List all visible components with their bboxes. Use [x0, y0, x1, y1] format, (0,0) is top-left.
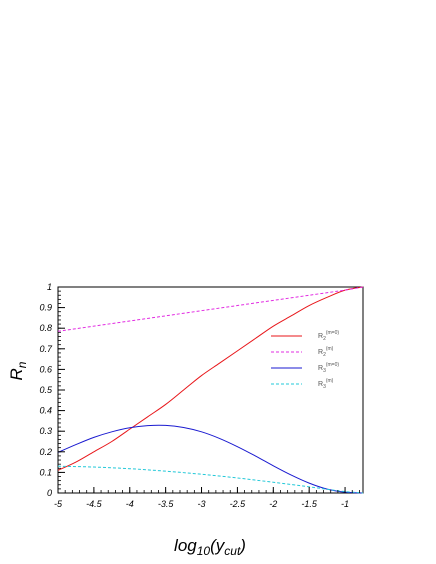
- y-tick-label: 0.4: [39, 406, 52, 416]
- tick-layer: -5 -4.5 -4 -3.5 -3 -2.5 -2 -1.5 -1 0 0.1 0.2 0.3 0.4 0…: [39, 282, 360, 509]
- y-axis-label-base: R: [7, 368, 26, 380]
- y-tick-label: 0.9: [39, 303, 52, 313]
- y-tick-label: 0.5: [39, 385, 53, 395]
- x-tick-label: -4: [126, 499, 134, 509]
- series-r3-m-line: [57, 465, 364, 494]
- y-tick-label: 0: [47, 488, 52, 498]
- y-tick-label: 0.1: [39, 467, 52, 477]
- x-tick-label: -3: [198, 499, 206, 509]
- legend-label: R3(m): [318, 378, 334, 390]
- legend-label: R2(m): [318, 346, 334, 358]
- series-r2-m0-line: [57, 286, 364, 471]
- x-axis-label-base-sub: 10: [197, 544, 211, 558]
- x-tick-label: -4.5: [86, 499, 103, 509]
- x-axis-label: log10(ycut): [174, 536, 246, 558]
- series-layer: [57, 286, 364, 494]
- y-tick-label: 0.8: [39, 323, 52, 333]
- x-tick-label: -2: [269, 499, 277, 509]
- y-axis-label: Rn: [7, 361, 29, 380]
- plot-frame: [57, 286, 364, 494]
- y-tick-label: 1: [47, 282, 52, 292]
- legend: R2(m=0) R2(m) R3(m=0) R3(m): [271, 330, 339, 390]
- y-tick-label: 0.3: [39, 426, 52, 436]
- legend-label: R2(m=0): [318, 330, 339, 342]
- x-tick-label: -5: [54, 499, 63, 509]
- series-r2-m-line: [57, 286, 364, 332]
- x-axis-label-close: ): [238, 536, 246, 555]
- y-tick-label: 0.7: [39, 344, 53, 354]
- x-axis-label-var-sub: cut: [224, 544, 241, 558]
- x-tick-label: -3.5: [158, 499, 175, 509]
- legend-label: R3(m=0): [318, 362, 339, 374]
- series-r3-m0-line: [57, 424, 364, 494]
- y-tick-label: 0.2: [39, 447, 52, 457]
- y-tick-label: 0.6: [39, 364, 52, 374]
- x-axis-label-base: log: [174, 536, 197, 555]
- x-tick-label: -1.5: [301, 499, 318, 509]
- y-axis-label-sub: n: [15, 361, 29, 368]
- x-axis-label-open: (y: [210, 536, 226, 555]
- x-tick-label: -2.5: [230, 499, 247, 509]
- plot-area: [57, 286, 364, 494]
- x-tick-label: -1: [341, 499, 349, 509]
